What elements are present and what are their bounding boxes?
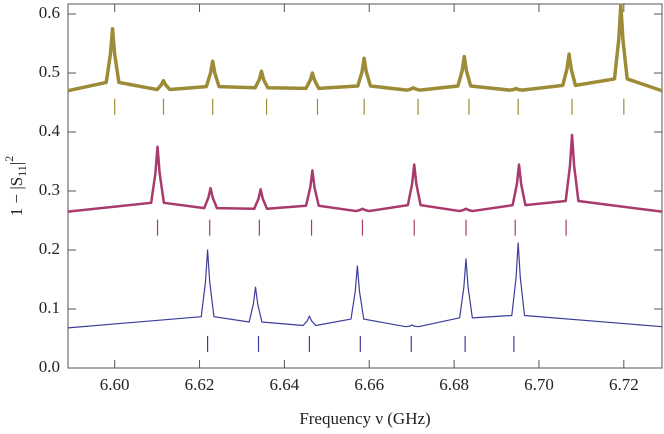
y-label-part: |	[7, 162, 26, 165]
y-tick-label: 0.0	[39, 357, 60, 376]
y-tick-label: 0.4	[39, 121, 61, 140]
x-tick-label: 6.72	[609, 375, 639, 394]
x-tick-label: 6.64	[270, 375, 300, 394]
y-tick-label: 0.6	[39, 3, 60, 22]
y-axis-label: 1 − |S11|2	[2, 156, 29, 216]
y-tick-label: 0.1	[39, 298, 60, 317]
y-label-sub: 11	[15, 165, 29, 177]
y-tick-label: 0.5	[39, 62, 60, 81]
plot-frame	[67, 3, 663, 369]
y-label-part: 1 − |S	[7, 177, 26, 216]
series-line	[67, 133, 663, 213]
x-tick-label: 6.62	[185, 375, 215, 394]
x-tick-label: 6.68	[439, 375, 469, 394]
y-tick-label: 0.2	[39, 239, 60, 258]
x-tick-label: 6.70	[524, 375, 554, 394]
x-axis-label: Frequency ν (GHz)	[299, 409, 430, 428]
series-line	[67, 242, 663, 329]
x-tick-label: 6.66	[354, 375, 384, 394]
series-line	[67, 3, 663, 93]
y-label-sup: 2	[2, 156, 16, 162]
y-tick-label: 0.3	[39, 180, 60, 199]
x-tick-label: 6.60	[100, 375, 130, 394]
